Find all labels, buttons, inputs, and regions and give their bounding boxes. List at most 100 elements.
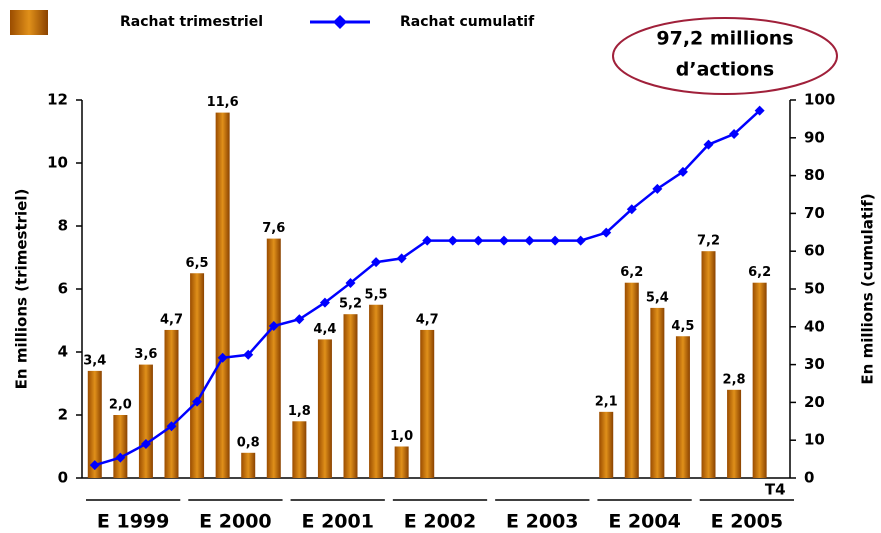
line-marker (422, 235, 433, 246)
y2-tick-label: 50 (804, 280, 825, 298)
value-label: 7,2 (697, 234, 720, 249)
value-label: 3,4 (83, 353, 106, 368)
value-label: 4,7 (160, 312, 183, 327)
y2-axis-label: En millions (cumulatif) (859, 193, 877, 384)
value-label: 0,8 (237, 435, 260, 450)
y-tick-label: 10 (47, 154, 68, 172)
bar (317, 339, 332, 478)
bar (138, 364, 153, 478)
line-marker (550, 235, 561, 246)
y-tick-label: 0 (58, 469, 68, 487)
line-marker (89, 460, 100, 471)
y2-tick-label: 20 (804, 393, 825, 411)
y2-tick-label: 100 (804, 91, 835, 109)
value-label: 5,2 (339, 297, 362, 312)
y2-tick-label: 90 (804, 128, 825, 146)
value-label: 4,5 (671, 319, 694, 334)
group-label: E 2005 (711, 511, 783, 533)
annotation: d’actions (676, 59, 774, 81)
bar (190, 273, 205, 478)
y2-tick-label: 0 (804, 469, 814, 487)
callout (612, 17, 838, 95)
bar (394, 446, 409, 478)
value-label: 7,6 (262, 221, 285, 236)
bar (624, 282, 639, 478)
value-label: 5,5 (365, 287, 388, 302)
legend-swatch-bar (10, 10, 48, 35)
bar (292, 421, 307, 478)
bar (164, 329, 179, 478)
bar (215, 112, 230, 478)
value-label: 5,4 (646, 290, 669, 305)
y2-tick-label: 70 (804, 204, 825, 222)
legend-label: Rachat cumulatif (400, 14, 535, 30)
group-label: E 2001 (301, 511, 373, 533)
y-tick-label: 8 (58, 217, 68, 235)
line-marker (319, 297, 330, 308)
line-marker (498, 235, 509, 246)
bar (266, 238, 281, 478)
y2-tick-label: 80 (804, 166, 825, 184)
line-marker (294, 314, 305, 325)
value-label: 1,0 (390, 429, 413, 444)
line-marker (371, 257, 382, 268)
y2-tick-label: 60 (804, 242, 825, 260)
value-label: 11,6 (207, 95, 239, 110)
line-marker (243, 349, 254, 360)
value-label: 6,5 (186, 256, 209, 271)
annotation: 97,2 millions (656, 28, 793, 50)
line-marker (192, 396, 203, 407)
value-label: 2,1 (595, 394, 618, 409)
bar (752, 282, 767, 478)
line-marker (575, 235, 586, 246)
group-label: E 2000 (199, 511, 271, 533)
line-marker (217, 352, 228, 363)
bar (343, 314, 358, 478)
line-marker (677, 166, 688, 177)
line-marker (447, 235, 458, 246)
line-marker (729, 129, 740, 140)
y2-tick-label: 10 (804, 431, 825, 449)
value-label: 3,6 (134, 347, 157, 362)
value-label: 1,8 (288, 404, 311, 419)
y2-tick-label: 30 (804, 355, 825, 373)
y-tick-label: 6 (58, 280, 68, 298)
x-tick-label: T4 (765, 481, 786, 499)
bar (701, 251, 716, 478)
y-axis-label: En millions (trimestriel) (13, 189, 31, 390)
bar (113, 415, 128, 478)
y2-tick-label: 40 (804, 317, 825, 335)
bar (599, 411, 614, 478)
line-marker (115, 452, 126, 463)
legend-swatch-marker (333, 15, 347, 29)
value-label: 2,0 (109, 398, 132, 413)
bar (369, 304, 384, 478)
value-label: 6,2 (748, 265, 771, 280)
y-tick-label: 2 (58, 406, 68, 424)
line-marker (140, 438, 151, 449)
bar (675, 336, 690, 478)
bar (420, 329, 435, 478)
line-marker (524, 235, 535, 246)
y-tick-label: 12 (47, 91, 68, 109)
line-marker (166, 421, 177, 432)
line-marker (754, 105, 765, 116)
line-marker (601, 227, 612, 238)
group-label: E 2003 (506, 511, 578, 533)
bar (650, 307, 665, 478)
value-label: 2,8 (723, 372, 746, 387)
bar (727, 389, 742, 478)
bar (241, 452, 256, 478)
value-label: 6,2 (620, 265, 643, 280)
bar (87, 370, 102, 478)
value-label: 4,4 (313, 322, 336, 337)
line-marker (268, 321, 279, 332)
line-marker (345, 277, 356, 288)
group-label: E 2004 (608, 511, 680, 533)
value-label: 4,7 (416, 312, 439, 327)
group-label: E 1999 (97, 511, 169, 533)
line-marker (473, 235, 484, 246)
line-marker (652, 183, 663, 194)
line-marker (396, 253, 407, 264)
